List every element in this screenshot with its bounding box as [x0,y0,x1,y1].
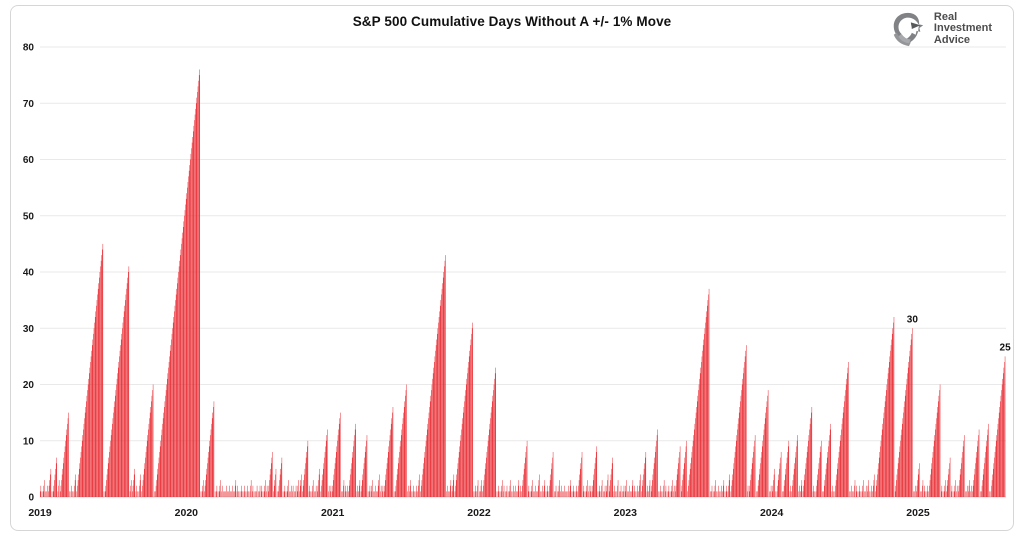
y-tick-label: 70 [23,99,35,110]
y-tick-label: 40 [23,268,35,279]
x-tick-label: 2024 [760,507,784,519]
y-tick-label: 80 [23,43,35,54]
brand-line-3: Advice [933,33,970,46]
peak-annotation: 30 [907,314,919,325]
x-tick-label: 2022 [467,507,491,519]
x-tick-label: 2019 [28,507,52,519]
y-tick-label: 30 [23,324,35,335]
y-tick-label: 50 [23,211,35,222]
eagle-icon [893,12,924,47]
peak-annotation: 25 [1000,342,1012,353]
brand-line-2: Investment [933,22,992,35]
x-tick-label: 2020 [175,507,199,519]
y-tick-label: 0 [28,493,34,504]
x-tick-label: 2025 [906,507,930,519]
chart-title: S&P 500 Cumulative Days Without A +/- 1%… [352,14,672,29]
x-tick-label: 2023 [614,507,638,519]
brand-line-1: Real [933,10,958,23]
brand-name: Real Investment Advice [933,10,992,47]
x-tick-label: 2021 [321,507,345,519]
brand-logo: Real Investment Advice [889,10,992,48]
y-tick-label: 10 [23,436,35,447]
y-tick-label: 20 [23,380,35,391]
y-tick-label: 60 [23,155,35,166]
